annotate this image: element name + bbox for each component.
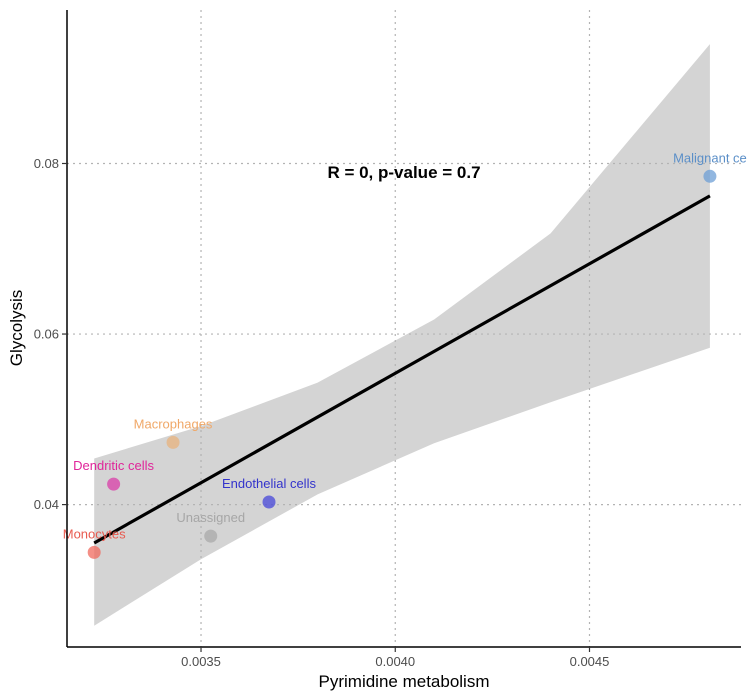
point-label-4: Unassigned xyxy=(176,510,245,525)
point-label-0: Malignant ce xyxy=(673,150,747,165)
x-tick-label-1: 0.0040 xyxy=(375,654,415,669)
x-tick-label-0: 0.0035 xyxy=(181,654,221,669)
data-point-4 xyxy=(204,529,218,543)
confidence-band xyxy=(94,44,710,626)
gridlines xyxy=(67,10,741,647)
data-point-1 xyxy=(166,435,180,449)
regression-line-group xyxy=(93,194,711,545)
point-label-5: Monocytes xyxy=(63,526,126,541)
y-axis-title: Glycolysis xyxy=(7,290,26,367)
data-point-5 xyxy=(87,545,101,559)
point-label-2: Dendritic cells xyxy=(73,458,154,473)
confidence-band-area xyxy=(94,44,710,626)
axes: 0.0035 0.0040 0.0045 0.04 0.06 0.08 xyxy=(34,10,741,669)
point-label-3: Endothelial cells xyxy=(222,476,316,491)
regression-line xyxy=(93,194,711,545)
x-axis-title: Pyrimidine metabolism xyxy=(319,672,490,691)
data-points: Malignant ce Macrophages Dendritic cells En… xyxy=(63,150,747,559)
y-tick-label-1: 0.06 xyxy=(34,327,59,342)
y-tick-label-0: 0.04 xyxy=(34,497,59,512)
y-tick-label-2: 0.08 xyxy=(34,156,59,171)
point-label-1: Macrophages xyxy=(134,416,213,431)
x-tick-label-2: 0.0045 xyxy=(570,654,610,669)
data-point-2 xyxy=(107,477,121,491)
correlation-annotation: R = 0, p-value = 0.7 xyxy=(327,163,480,182)
data-point-3 xyxy=(262,495,276,509)
data-point-0 xyxy=(703,169,717,183)
